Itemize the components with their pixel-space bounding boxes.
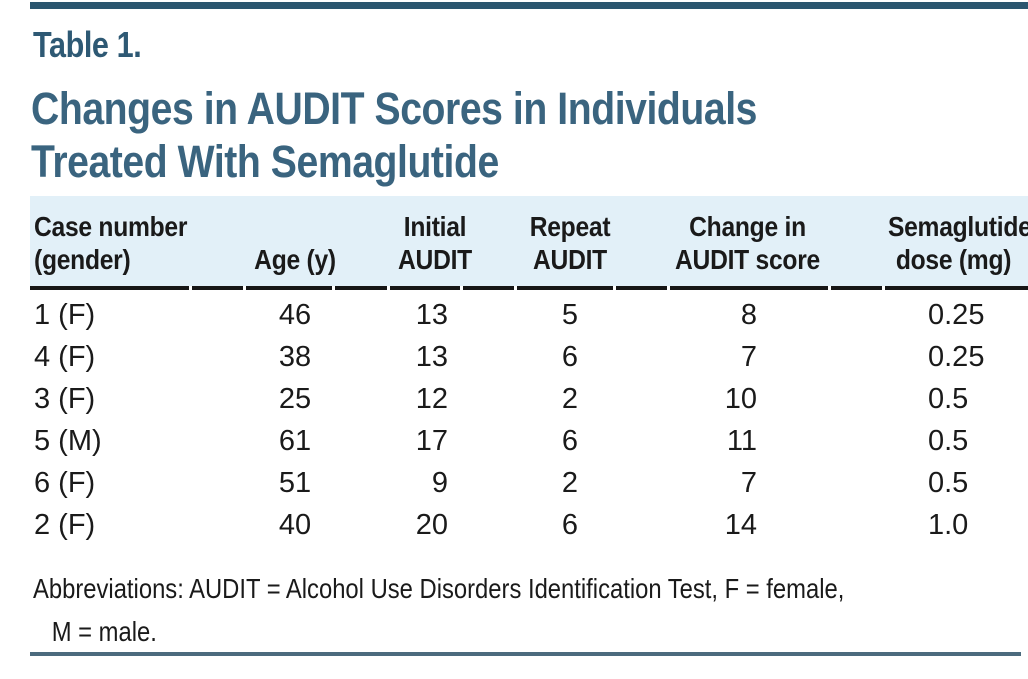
column-header-initial-audit: Initial AUDIT: [370, 196, 500, 286]
table-cell-change: 8: [740, 298, 757, 331]
header-line: AUDIT: [533, 244, 607, 275]
table-cell-initial-audit: 9: [431, 466, 448, 499]
table-cell-repeat-audit: 6: [561, 424, 579, 457]
table-cell-age: 46: [278, 298, 312, 331]
table-cell-dose: 0.25: [928, 340, 985, 373]
table-cell-change: 14: [724, 508, 757, 541]
table-cell-change: 10: [724, 382, 757, 415]
table-cell-age: 25: [278, 382, 312, 415]
header-line: Change in: [689, 211, 806, 242]
rule-gap: [514, 286, 517, 290]
header-line: Semaglutide: [887, 211, 1028, 242]
column-header-case-number: Case number (gender): [30, 196, 220, 286]
header-line: Age (y): [254, 244, 336, 275]
column-header-change-audit: Change in AUDIT score: [640, 196, 855, 286]
rule-gap: [387, 286, 390, 290]
table-cell-age: 40: [278, 508, 312, 541]
rule-gap: [828, 286, 831, 290]
table-row: 1 (F) 46 13 5 8 0.25: [30, 286, 1028, 336]
table-cell-initial-audit: 13: [415, 340, 448, 373]
table-cell-case: 4 (F): [34, 340, 96, 373]
table-cell-initial-audit: 12: [415, 382, 448, 415]
rule-gap: [460, 286, 463, 290]
header-line: AUDIT: [398, 244, 472, 275]
table-cell-case: 3 (F): [34, 382, 96, 415]
column-header-semaglutide-dose: Semaglutide dose (mg): [855, 196, 1028, 286]
table-cell-repeat-audit: 6: [561, 508, 579, 541]
header-row: Case number (gender) Age (y) Initial AUD…: [30, 196, 1028, 286]
table-cell-case: 2 (F): [34, 508, 96, 541]
table-cell-case: 1 (F): [34, 298, 96, 331]
table-body: 1 (F) 46 13 5 8 0.25 4 (F) 38 13 6 7 0.2…: [30, 286, 1028, 546]
column-header-repeat-audit: Repeat AUDIT: [500, 196, 640, 286]
header-line: Case number: [34, 211, 188, 242]
table-cell-change: 7: [740, 466, 757, 499]
table-title: Changes in AUDIT Scores in Individuals T…: [31, 82, 757, 188]
header-line: (gender): [34, 244, 131, 275]
abbreviations-footnote: Abbreviations: AUDIT = Alcohol Use Disor…: [33, 567, 968, 653]
rule-gap: [667, 286, 670, 290]
table-cell-repeat-audit: 6: [561, 340, 579, 373]
table-label: Table 1.: [33, 24, 142, 65]
table-cell-repeat-audit: 5: [561, 298, 579, 331]
table-cell-dose: 0.5: [928, 466, 969, 499]
table-cell-age: 38: [278, 340, 312, 373]
table-cell-repeat-audit: 2: [561, 466, 579, 499]
table-cell-initial-audit: 17: [415, 424, 448, 457]
table-row: 2 (F) 40 20 6 14 1.0: [30, 504, 1028, 546]
rule-gap: [332, 286, 335, 290]
table-cell-age: 61: [278, 424, 312, 457]
rule-gap: [613, 286, 616, 290]
table-title-line2: Treated With Semaglutide: [31, 136, 499, 187]
table-cell-dose: 0.5: [928, 424, 969, 457]
table-cell-repeat-audit: 2: [561, 382, 579, 415]
table-row: 6 (F) 51 9 2 7 0.5: [30, 462, 1028, 504]
rule-gap: [882, 286, 885, 290]
header-heavy-rule: [30, 286, 1028, 290]
rule-gap: [243, 286, 246, 290]
top-accent-bar: [30, 2, 1028, 9]
table-cell-age: 51: [278, 466, 312, 499]
table-cell-case: 6 (F): [34, 466, 96, 499]
table-cell-dose: 0.25: [928, 298, 985, 331]
rule-gap: [189, 286, 192, 290]
table-row: 4 (F) 38 13 6 7 0.25: [30, 336, 1028, 378]
column-header-age: Age (y): [220, 196, 370, 286]
header-line: dose (mg): [895, 244, 1012, 275]
table-cell-initial-audit: 20: [415, 508, 448, 541]
table-cell-change: 11: [726, 424, 757, 457]
bottom-accent-rule: [30, 652, 1021, 656]
table-cell-case: 5 (M): [34, 424, 102, 457]
footnote-line2: M = male.: [51, 616, 157, 647]
table-cell-initial-audit: 13: [415, 298, 448, 331]
table-header: Case number (gender) Age (y) Initial AUD…: [30, 196, 1028, 286]
header-line: Repeat: [529, 211, 611, 242]
audit-scores-table: Case number (gender) Age (y) Initial AUD…: [30, 196, 1028, 546]
footnote-line1: Abbreviations: AUDIT = Alcohol Use Disor…: [33, 573, 845, 604]
table-row: 3 (F) 25 12 2 10 0.5: [30, 378, 1028, 420]
table-cell-dose: 1.0: [928, 508, 969, 541]
table-cell-dose: 0.5: [928, 382, 969, 415]
table-cell-change: 7: [740, 340, 757, 373]
table-row: 5 (M) 61 17 6 11 0.5: [30, 420, 1028, 462]
table-title-line1: Changes in AUDIT Scores in Individuals: [31, 83, 758, 134]
header-line: Initial: [403, 211, 467, 242]
header-line: AUDIT score: [675, 244, 820, 275]
